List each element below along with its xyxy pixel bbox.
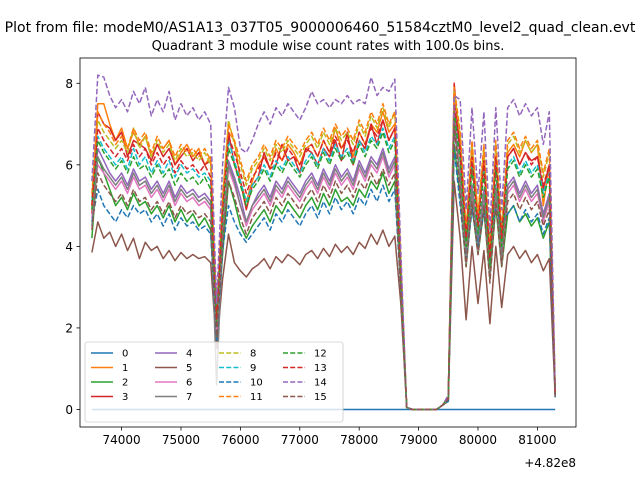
legend-label-6: 6: [186, 378, 192, 389]
series-line-6: [91, 98, 556, 411]
x-tick-label: 78000: [340, 433, 378, 447]
x-tick-label: 79000: [399, 433, 437, 447]
series-layer: [91, 74, 556, 411]
y-tick-label: 4: [65, 240, 73, 254]
series-line-12: [91, 111, 556, 411]
series-line-15: [91, 123, 556, 411]
legend-label-4: 4: [186, 349, 192, 360]
legend-label-5: 5: [186, 363, 192, 374]
legend-label-14: 14: [314, 378, 327, 389]
x-tick-label: 77000: [281, 433, 319, 447]
legend-label-15: 15: [314, 392, 327, 403]
series-line-13: [91, 102, 556, 411]
legend-label-0: 0: [122, 349, 128, 360]
x-axis: 74000 75000 76000 77000 78000 79000 80000 81000: [102, 427, 556, 447]
chart-title: Quadrant 3 module wise count rates with …: [152, 39, 505, 54]
legend-label-11: 11: [250, 392, 263, 403]
x-tick-label: 81000: [518, 433, 556, 447]
legend-label-10: 10: [250, 378, 263, 389]
y-tick-label: 0: [65, 403, 73, 417]
legend-label-13: 13: [314, 363, 327, 374]
x-tick-label: 74000: [102, 433, 140, 447]
legend-box: [84, 341, 344, 423]
chart-suptitle: Plot from file: modeM0/AS1A13_037T05_900…: [5, 20, 636, 36]
legend-label-7: 7: [186, 392, 192, 403]
y-tick-label: 6: [65, 158, 73, 172]
legend-label-12: 12: [314, 349, 327, 360]
y-axis: 0 2 4 6 8: [65, 77, 80, 417]
legend-label-3: 3: [122, 392, 128, 403]
y-tick-label: 2: [65, 321, 73, 335]
legend-label-9: 9: [250, 363, 256, 374]
series-line-11: [91, 86, 556, 411]
series-line-5: [91, 180, 556, 411]
legend-label-1: 1: [122, 363, 128, 374]
legend-label-2: 2: [122, 378, 128, 389]
x-axis-offset-label: +4.82e8: [524, 456, 576, 470]
x-tick-label: 75000: [162, 433, 200, 447]
series-line-10: [91, 147, 556, 411]
x-tick-label: 80000: [459, 433, 497, 447]
y-tick-label: 8: [65, 77, 73, 91]
x-tick-label: 76000: [221, 433, 259, 447]
series-line-14: [91, 74, 556, 411]
legend-label-8: 8: [250, 349, 256, 360]
plot-frame: [79, 57, 577, 428]
